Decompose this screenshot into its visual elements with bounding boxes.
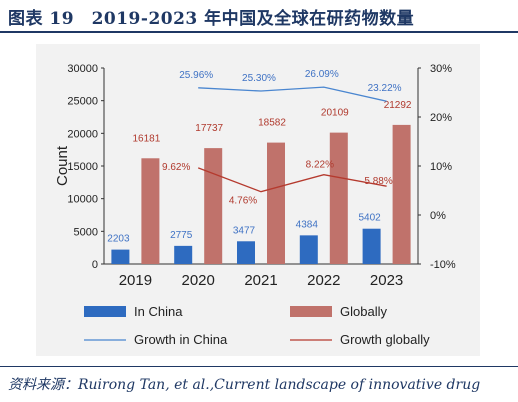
source-rule	[0, 366, 518, 367]
bar-globally	[392, 124, 411, 264]
x-tick-label: 2022	[307, 272, 340, 289]
data-label-growth-in-china: 25.30%	[242, 73, 276, 84]
line-growth-globally	[197, 167, 387, 193]
legend-swatch-globally	[290, 306, 332, 317]
data-label-growth-in-china: 26.09%	[305, 69, 339, 80]
y-tick-label: 10000	[67, 194, 98, 206]
data-label-growth-globally: 4.76%	[229, 196, 257, 207]
legend-label-growth-in-china: Growth in China	[134, 332, 228, 347]
y-tick-label: 15000	[67, 161, 98, 173]
data-label-in-china: 2203	[107, 234, 130, 245]
y2-tick-label: -10%	[430, 259, 456, 271]
y-tick-label: 5000	[74, 226, 98, 238]
data-label-globally: 17737	[195, 123, 223, 134]
bar-globally	[141, 158, 160, 264]
y2-tick-label: 30%	[430, 63, 452, 75]
data-label-in-china: 2775	[170, 230, 193, 241]
x-tick-label: 2023	[370, 272, 403, 289]
legend-label-growth-globally: Growth globally	[340, 332, 430, 347]
data-label-growth-in-china: 23.22%	[368, 83, 402, 94]
data-label-growth-globally: 8.22%	[306, 160, 334, 171]
line-growth-in-china	[198, 86, 387, 102]
data-label-globally: 18582	[258, 118, 286, 129]
legend-swatch-in-china	[84, 306, 126, 317]
y-tick-label: 30000	[67, 63, 98, 75]
bar-globally	[204, 148, 223, 264]
data-label-globally: 20109	[321, 108, 349, 119]
bar-in-china	[299, 235, 318, 264]
bar-globally	[267, 142, 285, 264]
y-axis-label: Count	[54, 145, 71, 186]
legend-label-in-china: In China	[134, 304, 183, 319]
figure-title: 图表 19 2019-2023 年中国及全球在研药物数量	[8, 9, 415, 29]
data-label-growth-globally: 5.88%	[364, 176, 392, 187]
data-label-growth-globally: 9.62%	[162, 162, 190, 173]
x-tick-label: 2019	[119, 272, 152, 289]
bar-in-china	[237, 241, 255, 264]
title-rule	[0, 31, 518, 33]
bar-in-china	[174, 245, 193, 264]
data-label-globally: 16181	[132, 133, 160, 144]
legend-label-globally: Globally	[340, 304, 387, 319]
data-label-in-china: 3477	[233, 225, 256, 236]
data-label-in-china: 4384	[296, 219, 319, 230]
source-note: 资料来源：Ruirong Tan, et al.,Current landsca…	[8, 377, 481, 393]
y2-tick-label: 10%	[430, 161, 452, 173]
data-label-in-china: 5402	[358, 213, 381, 224]
y2-tick-label: 20%	[430, 112, 452, 124]
bar-globally	[329, 132, 348, 264]
bar-in-china	[362, 228, 381, 264]
y2-tick-label: 0%	[430, 210, 446, 222]
y-tick-label: 0	[92, 259, 98, 271]
data-label-growth-in-china: 25.96%	[179, 70, 213, 81]
x-tick-label: 2020	[182, 272, 215, 289]
y-tick-label: 20000	[67, 128, 98, 140]
bar-in-china	[111, 249, 130, 264]
data-label-globally: 21292	[384, 100, 412, 111]
x-tick-label: 2021	[244, 272, 277, 289]
y-tick-label: 25000	[67, 96, 98, 108]
